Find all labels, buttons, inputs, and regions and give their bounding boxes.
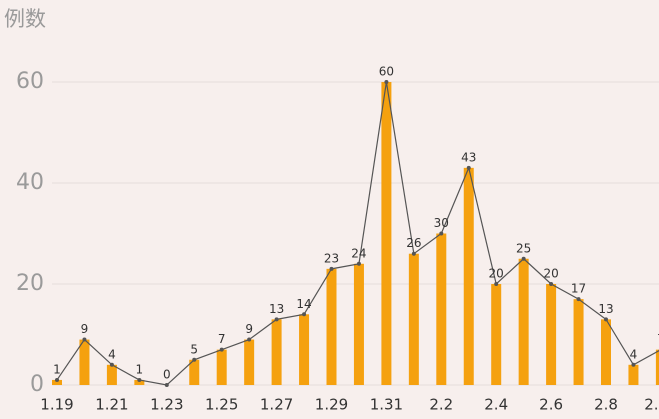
line-marker [466, 165, 471, 170]
line-marker [137, 377, 142, 382]
x-tick-label: 2.4 [484, 396, 508, 414]
line-marker [439, 231, 444, 236]
bar [381, 82, 392, 385]
data-label: 26 [406, 236, 421, 250]
y-tick-label: 20 [16, 271, 44, 296]
bar [408, 253, 419, 385]
y-axis-label: 例数 [4, 7, 46, 31]
x-tick-label: 1.31 [370, 396, 403, 414]
line-marker [302, 312, 307, 317]
data-label: 43 [461, 150, 476, 164]
data-label: 24 [351, 246, 366, 260]
line-marker [192, 357, 197, 362]
line-marker [576, 297, 581, 302]
data-label: 9 [81, 322, 89, 336]
data-label: 4 [630, 347, 638, 361]
line-marker [329, 266, 334, 271]
line-marker [521, 256, 526, 261]
bar [573, 299, 584, 385]
bar [353, 263, 364, 385]
x-tick-label: 1.21 [95, 396, 128, 414]
bar [52, 379, 62, 385]
data-label: 23 [324, 251, 339, 265]
line-marker [55, 377, 59, 382]
data-label: 0 [163, 368, 171, 382]
bar [601, 319, 611, 385]
line-marker [604, 317, 608, 322]
data-label: 60 [379, 65, 394, 79]
bar [299, 314, 310, 385]
data-label: 9 [245, 322, 253, 336]
bar [436, 233, 447, 385]
data-label: 7 [218, 332, 226, 346]
bar [491, 284, 502, 385]
line-marker [247, 337, 252, 342]
x-tick-label: 2.8 [594, 396, 618, 414]
data-label: 1 [53, 362, 61, 376]
x-tick-label: 1.23 [150, 396, 183, 414]
data-label: 17 [571, 282, 586, 296]
line-marker [164, 383, 169, 387]
line-marker [356, 261, 361, 266]
y-tick-label: 0 [30, 372, 44, 397]
bar [216, 349, 227, 385]
bar [244, 339, 255, 385]
bar [106, 364, 117, 385]
data-label: 5 [190, 342, 198, 356]
x-tick-label: 1.25 [205, 396, 238, 414]
bar [79, 339, 90, 385]
data-label: 4 [108, 347, 116, 361]
data-label: 1 [136, 362, 144, 376]
x-tick-label: 1.27 [260, 396, 293, 414]
x-tick-label: 2.6 [539, 396, 563, 414]
line-marker [494, 282, 499, 286]
line-marker [274, 317, 279, 322]
x-tick-label: 1.19 [40, 396, 73, 414]
data-label: 20 [543, 267, 558, 281]
bar [189, 359, 200, 385]
y-tick-label: 60 [16, 69, 44, 94]
line-marker [82, 337, 87, 342]
line-marker [219, 347, 224, 352]
line-marker [631, 362, 636, 367]
data-label: 20 [489, 267, 504, 281]
bar [518, 258, 529, 385]
y-tick-label: 40 [16, 170, 44, 195]
data-label: 13 [269, 302, 284, 316]
line-marker [109, 362, 114, 367]
line-marker [411, 251, 416, 256]
bar [326, 268, 337, 385]
data-label: 30 [434, 216, 449, 230]
bar [271, 319, 282, 385]
data-label: 13 [598, 302, 613, 316]
bar [655, 349, 659, 385]
bar [134, 379, 145, 385]
x-tick-label: 2.2 [429, 396, 453, 414]
bar [463, 167, 474, 385]
data-label: 25 [516, 241, 531, 255]
bar [546, 284, 557, 385]
data-label: 7 [657, 332, 659, 346]
data-label: 14 [296, 297, 311, 311]
line-marker [549, 282, 554, 286]
bar [628, 364, 639, 385]
x-tick-label: 1.29 [315, 396, 348, 414]
line-marker [384, 80, 389, 84]
x-tick-label: 2.10 [644, 396, 659, 414]
